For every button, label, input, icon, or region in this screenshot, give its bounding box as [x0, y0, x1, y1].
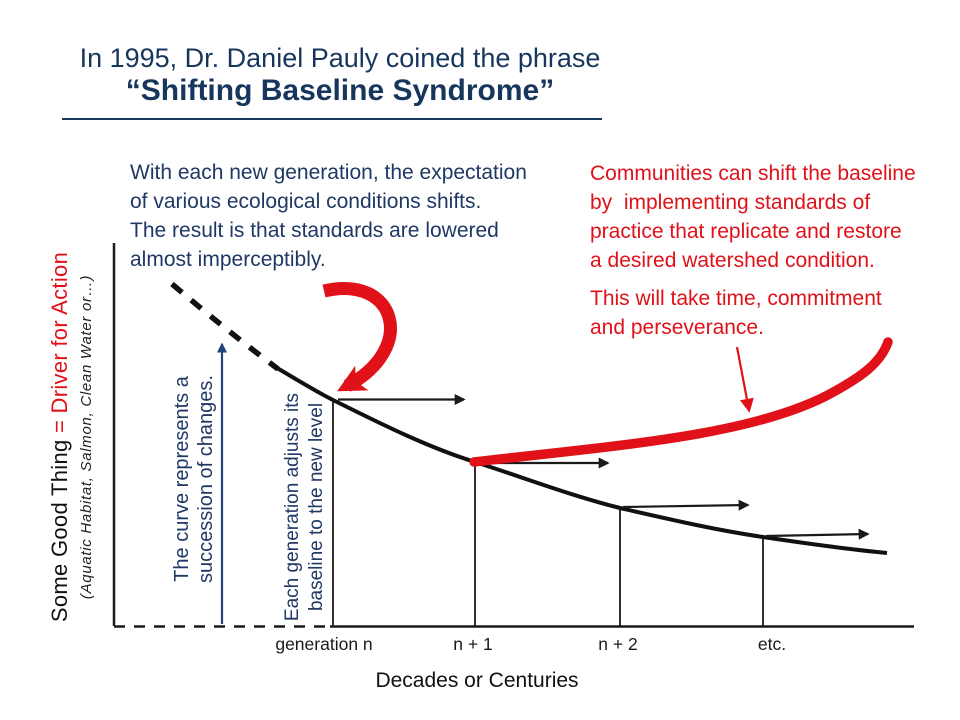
y-axis-label-black: Some Good Thing: [47, 433, 72, 623]
x-tick-n2: n + 2: [598, 634, 638, 654]
curve-succession-note: The curve represents a succession of cha…: [171, 375, 217, 583]
x-axis-title: Decades or Centuries: [375, 669, 579, 692]
title-line-2: “Shifting Baseline Syndrome”: [125, 74, 555, 107]
x-tick-etc: etc.: [757, 634, 787, 654]
red-communities-paragraph: Communities can shift the baseline by im…: [590, 162, 916, 272]
y-axis-sublabel: (Aquatic Habitat, Salmon, Clean Water or…: [78, 274, 95, 600]
title-line-1: In 1995, Dr. Daniel Pauly coined the phr…: [79, 43, 601, 73]
baseline-curve-solid: [275, 366, 888, 555]
x-tick-generation-n: generation n: [275, 634, 373, 654]
red-pointer-arrow: [735, 346, 754, 413]
red-time-paragraph: This will take time, commitment and pers…: [590, 287, 882, 339]
baseline-arrow-n2: [622, 499, 750, 511]
title-block: In 1995, Dr. Daniel Pauly coined the phr…: [40, 42, 640, 108]
y-axis-label: Some Good Thing = Driver for Action: [47, 237, 77, 637]
x-tick-n1: n + 1: [453, 634, 493, 654]
y-axis-label-red: = Driver for Action: [47, 251, 72, 434]
baseline-arrow-etc: [765, 528, 870, 540]
red-loop-arrow-icon: [322, 282, 397, 392]
title-underline: [62, 118, 602, 120]
red-restoration-swoosh: [469, 337, 893, 467]
generation-adjusts-note: Each generation adjusts its baseline to …: [282, 392, 327, 622]
blue-explanation-paragraph: With each new generation, the expectatio…: [130, 161, 527, 271]
